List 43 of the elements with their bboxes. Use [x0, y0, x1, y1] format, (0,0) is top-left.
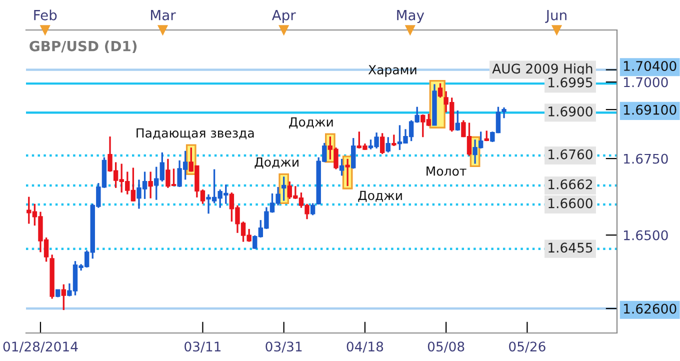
candlestick: [455, 110, 460, 132]
annotation: Доджи: [254, 157, 298, 169]
x-tick-label: 03/11: [184, 342, 221, 353]
annotation: Доджи: [289, 117, 333, 128]
ref-line-label: 1.6900: [548, 106, 592, 116]
text: Jun: [545, 10, 566, 23]
y-tick-label: 1.62600: [624, 304, 676, 314]
x-tick-label: 03/31: [266, 342, 302, 353]
text: Apr: [272, 10, 296, 24]
candlestick: [502, 106, 506, 119]
ref-line-label: 1.6760: [548, 149, 592, 160]
x-tick-label: 05/08: [428, 342, 464, 353]
y-tick-label: 1.69100: [624, 104, 676, 115]
candlestick: [61, 284, 66, 311]
candlestick: [438, 82, 443, 98]
annotation: Молот: [426, 166, 466, 176]
x-tick-label: 01/28/2014: [3, 342, 78, 353]
annotation: Падающая звезда: [136, 128, 254, 140]
ref-line-label: 1.6662: [548, 179, 592, 190]
y-tick-label: 1.6500: [624, 230, 668, 240]
x-tick-label: 04/18: [346, 342, 384, 353]
text: Mar: [151, 10, 176, 20]
candlestick: [281, 176, 286, 202]
y-tick-label: 1.70400: [624, 61, 676, 71]
y-tick-label: 1.6750: [624, 154, 668, 164]
y-tick-label: 1.7000: [624, 77, 668, 88]
text: GBP/USD (D1): [30, 40, 137, 53]
candlestick: [351, 137, 356, 170]
candlestick: [148, 170, 153, 200]
candlestick: [380, 132, 385, 155]
candlestick: [345, 158, 350, 187]
candlestick: [386, 136, 390, 154]
ref-line-label: 1.6995: [548, 77, 592, 88]
candlestick: [392, 134, 396, 147]
x-tick-label: 05/26: [509, 342, 546, 353]
text: May: [397, 10, 424, 24]
ref-line-label: 1.6600: [548, 198, 592, 208]
text: Feb: [34, 10, 57, 20]
annotation: Доджи: [358, 190, 402, 202]
candlestick: [310, 202, 316, 216]
candlestick: [339, 158, 344, 177]
annotation: Харами: [368, 65, 416, 77]
ref-line-label: 1.6455: [548, 242, 592, 253]
